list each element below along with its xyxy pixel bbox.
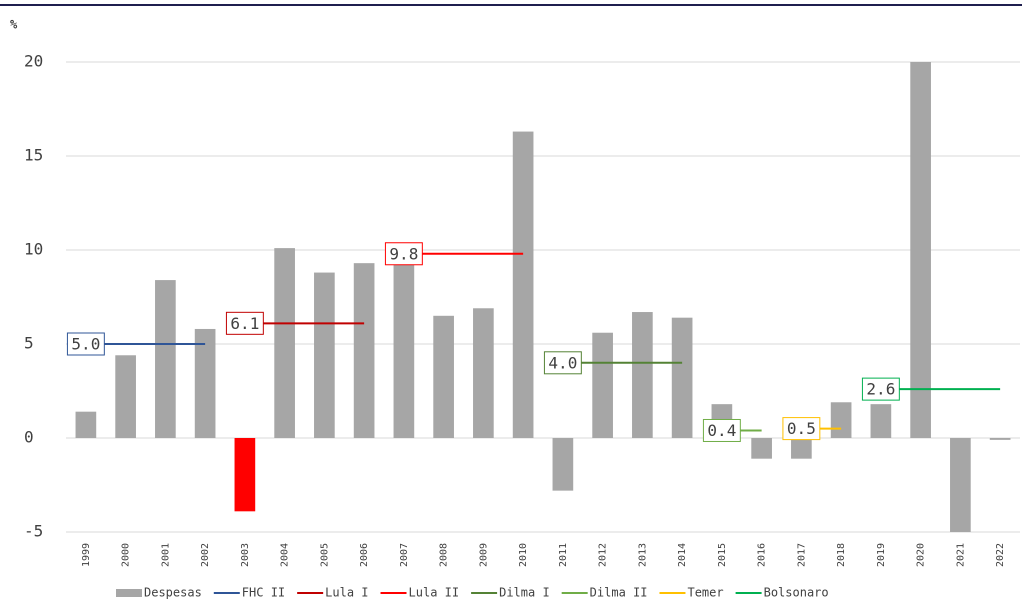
x-tick-label: 1999: [81, 543, 92, 567]
bar: [830, 402, 852, 438]
bar: [314, 272, 335, 438]
value-label-box: [384, 242, 423, 266]
bar: [155, 280, 176, 438]
x-tick-label: 2012: [598, 543, 609, 567]
x-tick-label: 2007: [399, 543, 410, 567]
bar: [353, 263, 375, 438]
x-tick-label: 2009: [478, 543, 489, 567]
legend-label: Lula II: [409, 586, 460, 600]
y-tick-label: 15: [24, 146, 43, 165]
value-label: 6.1: [230, 314, 259, 333]
x-tick-label: 2011: [558, 543, 569, 567]
value-label-box: [225, 311, 264, 335]
y-tick-label: 10: [24, 240, 43, 259]
x-tick-label: 2008: [439, 543, 450, 567]
x-tick-label: 2001: [160, 543, 171, 567]
legend-label: Temer: [687, 586, 723, 600]
x-tick-label: 2004: [280, 543, 291, 567]
value-label: 0.5: [787, 419, 816, 438]
x-tick-label: 2003: [240, 543, 251, 567]
legend-label: Bolsonaro: [764, 586, 829, 600]
bar: [751, 438, 772, 459]
bar: [512, 131, 534, 438]
x-tick-label: 2005: [319, 543, 330, 567]
value-label: 4.0: [548, 353, 577, 372]
bar: [791, 438, 812, 459]
bar: [592, 332, 613, 438]
x-tick-label: 2010: [518, 543, 529, 567]
x-tick-label: 2006: [359, 543, 370, 567]
value-label-box: [702, 418, 741, 442]
value-label: 2.6: [866, 380, 895, 399]
legend-label: FHC II: [242, 586, 285, 600]
value-label-box: [861, 377, 900, 401]
x-tick-label: 2022: [995, 543, 1006, 567]
y-tick-label: 20: [24, 52, 43, 71]
bar: [989, 438, 1011, 440]
legend-swatch: [116, 589, 142, 597]
x-tick-label: 2000: [121, 543, 132, 567]
bar: [950, 438, 971, 532]
value-label: 0.4: [707, 421, 736, 440]
bar: [870, 404, 892, 438]
bar: [274, 248, 295, 438]
bar: [115, 355, 136, 438]
bar: [632, 312, 653, 438]
value-label-box: [543, 351, 582, 375]
x-tick-label: 2013: [637, 543, 648, 567]
y-tick-label: -5: [24, 522, 43, 541]
bar: [552, 438, 574, 491]
x-tick-label: 2021: [955, 543, 966, 567]
value-label-box: [66, 332, 105, 356]
bar: [910, 62, 931, 438]
x-tick-label: 2014: [677, 543, 688, 567]
bar: [194, 328, 216, 438]
value-label: 9.8: [389, 244, 418, 263]
bar: [433, 315, 454, 438]
bar: [393, 261, 415, 438]
legend-label: Lula I: [325, 586, 368, 600]
x-tick-label: 2018: [836, 543, 847, 567]
x-tick-label: 2019: [876, 543, 887, 567]
bar: [473, 308, 494, 438]
value-label-box: [782, 417, 821, 441]
y-tick-label: 0: [24, 428, 34, 447]
bar: [671, 317, 693, 438]
x-tick-label: 2020: [916, 543, 927, 567]
legend-label: Dilma I: [499, 586, 550, 600]
y-axis-label: %: [10, 18, 18, 32]
x-tick-label: 2016: [757, 543, 768, 567]
bar: [75, 411, 97, 438]
x-tick-label: 2017: [796, 543, 807, 567]
x-tick-label: 2002: [200, 543, 211, 567]
legend-label: Dilma II: [590, 586, 648, 600]
y-tick-label: 5: [24, 334, 34, 353]
legend-label: Despesas: [144, 586, 202, 600]
value-label: 5.0: [71, 335, 100, 354]
x-tick-label: 2015: [717, 543, 728, 567]
bar: [234, 438, 256, 512]
